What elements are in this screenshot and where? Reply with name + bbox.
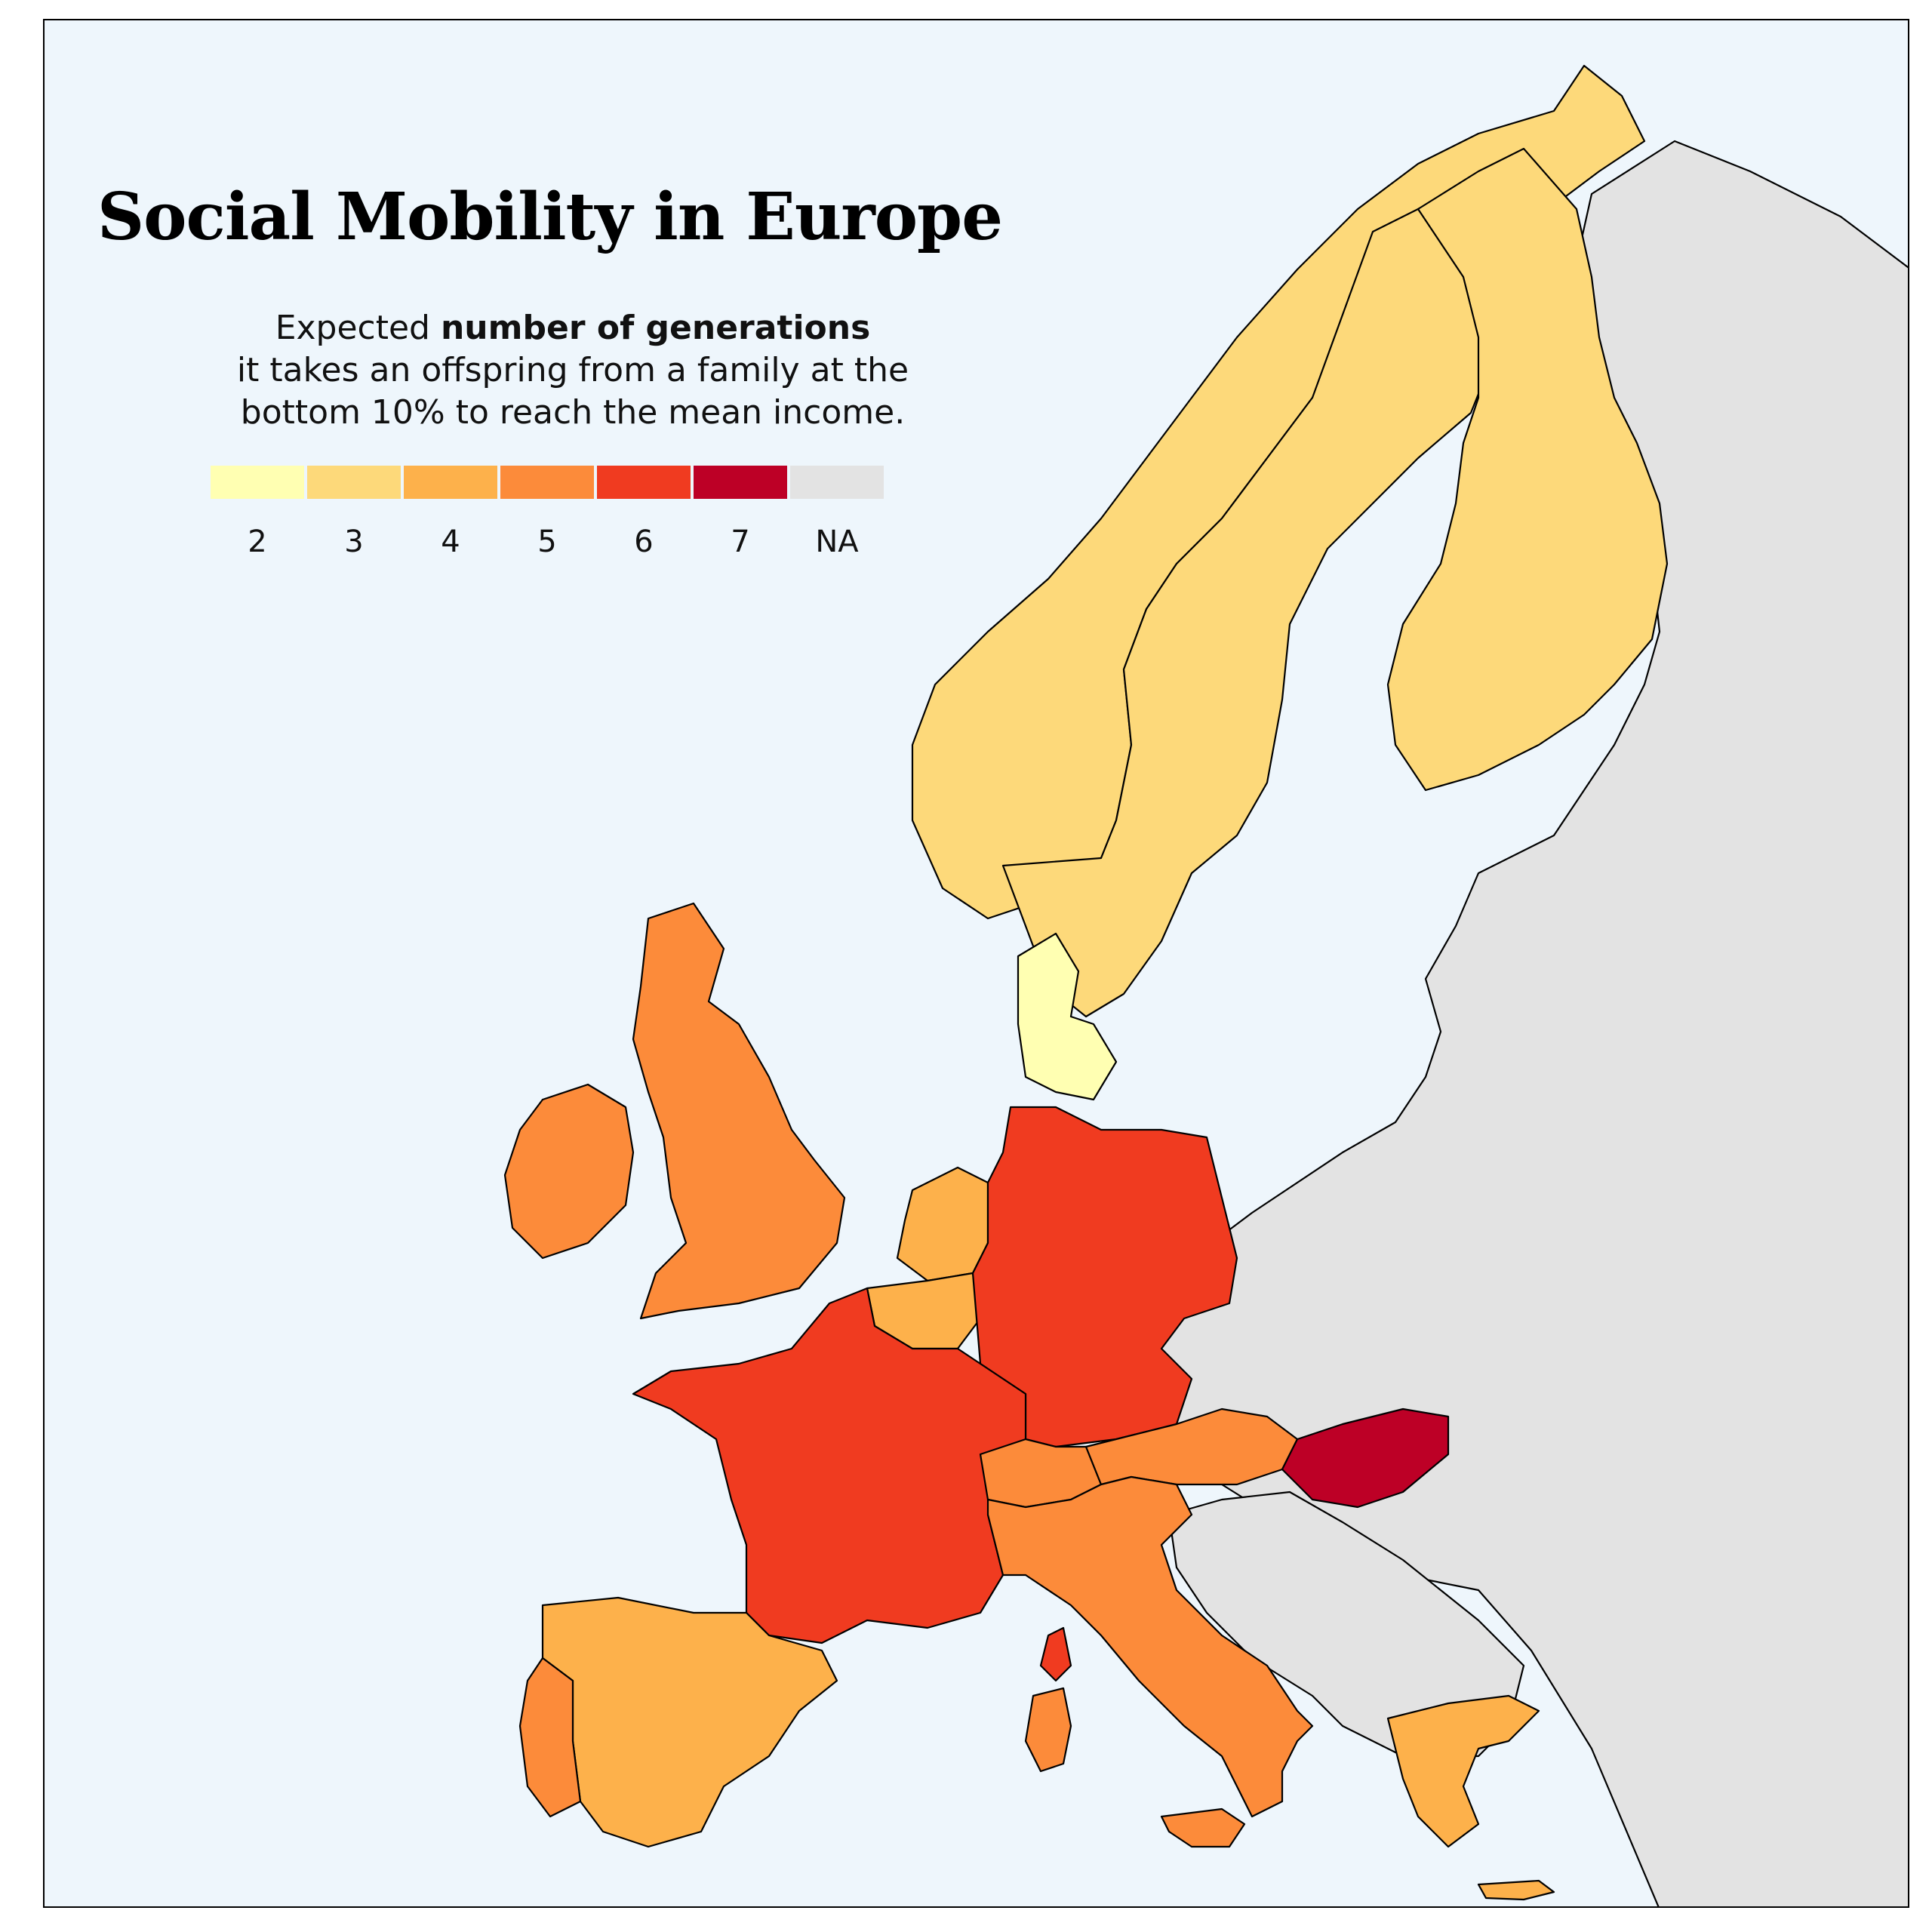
region-crete — [1477, 1879, 1555, 1901]
region-greece — [1386, 1694, 1540, 1848]
region-sweden — [1001, 200, 1503, 1018]
region-corsica — [1039, 1626, 1072, 1682]
region-finland — [1386, 147, 1669, 792]
legend-label-4: 4 — [441, 525, 460, 559]
region-sicily — [1160, 1807, 1246, 1848]
legend-label-3: 3 — [344, 525, 364, 559]
legend-swatch-6 — [597, 466, 691, 499]
region-netherlands — [896, 1166, 989, 1282]
region-italy — [986, 1475, 1314, 1818]
subtitle-line-1-prefix: Expected — [275, 309, 441, 347]
legend-swatch-7 — [694, 466, 787, 499]
subtitle-line-2: it takes an offspring from a family at t… — [236, 351, 909, 389]
region-portugal — [518, 1657, 582, 1818]
legend-swatch-3 — [307, 466, 401, 499]
subtitle-line-1-bold: number of generations — [440, 309, 871, 347]
region-germany — [971, 1106, 1238, 1448]
europe-map — [503, 64, 1908, 1906]
legend-label-2: 2 — [248, 525, 267, 559]
region-ireland — [503, 1083, 635, 1260]
region-france — [632, 1287, 1027, 1644]
map-frame: Social Mobility in Europe Expected numbe… — [43, 19, 1909, 1908]
legend-swatch-5 — [500, 466, 594, 499]
region-hungary — [1281, 1407, 1450, 1509]
region-sardinia — [1024, 1687, 1072, 1773]
legend-label-na: NA — [815, 525, 859, 559]
legend-swatch-2 — [211, 466, 304, 499]
legend-label-6: 6 — [634, 525, 654, 559]
subtitle-line-1: Expected number of generations — [195, 307, 950, 349]
legend-swatch-4 — [404, 466, 497, 499]
subtitle-line-3: bottom 10% to reach the mean income. — [240, 393, 906, 432]
region-denmark — [1017, 932, 1118, 1101]
map-subtitle: Expected number of generations it takes … — [195, 307, 950, 434]
region-austria — [1084, 1407, 1299, 1486]
legend-label-7: 7 — [731, 525, 750, 559]
map-title: Social Mobility in Europe — [97, 179, 1003, 255]
legend-swatch-na — [790, 466, 884, 499]
region-uk — [632, 902, 846, 1320]
legend-label-5: 5 — [537, 525, 557, 559]
